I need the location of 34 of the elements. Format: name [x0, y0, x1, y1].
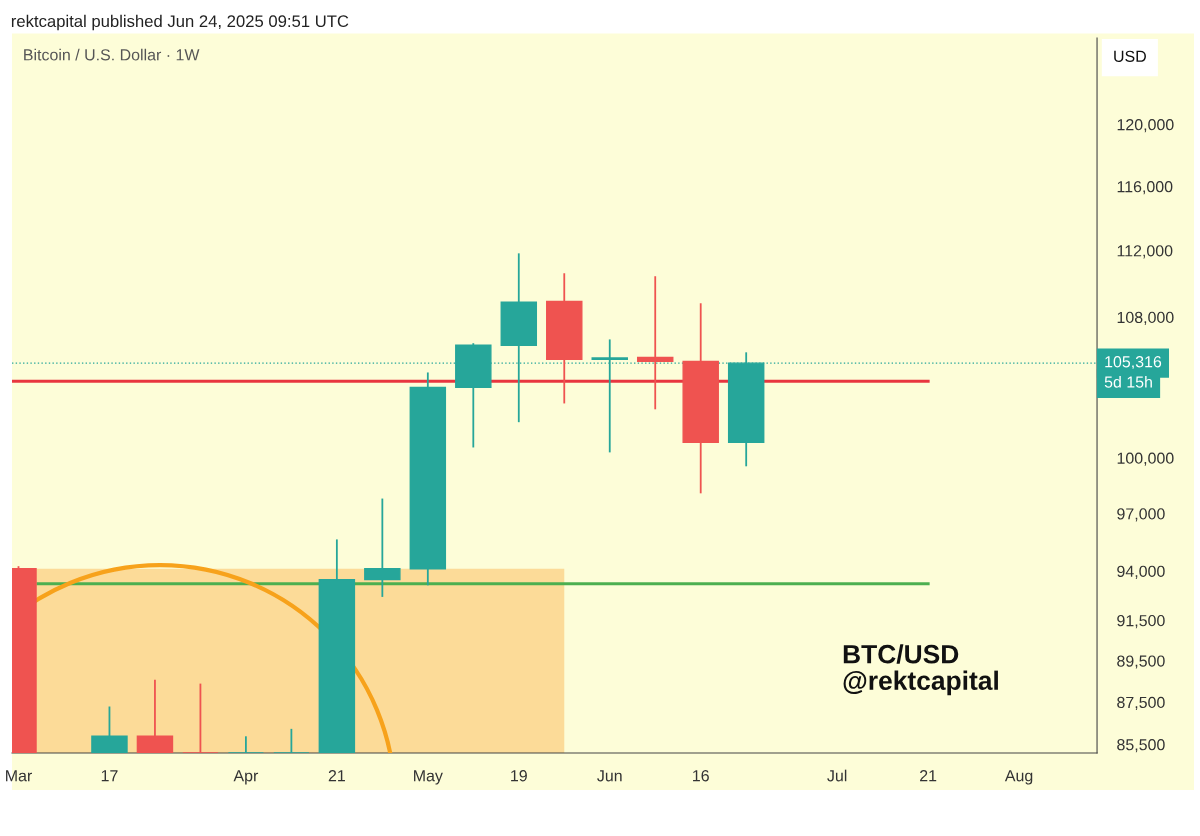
y-axis-title: USD [1114, 50, 1146, 62]
ref-line-label: 105,316 [1105, 356, 1162, 370]
y-tick-label: 85,500 [1117, 739, 1165, 753]
y-tick-label: 116,000 [1117, 181, 1173, 195]
annotation: BTC/USD [843, 644, 959, 664]
y-tick-label: 100,000 [1117, 452, 1174, 466]
x-tick-label: 21 [328, 770, 345, 782]
y-tick-label: 94,000 [1117, 565, 1165, 579]
x-tick-label: Aug [1004, 770, 1033, 785]
x-tick-label: May [414, 770, 443, 785]
y-tick-label: 120,000 [1117, 119, 1174, 133]
x-tick-label: 16 [693, 770, 709, 782]
y-tick-label: 87,500 [1117, 696, 1165, 710]
chart-subtitle: rektcapital published Jun 24, 2025 09:51 UTC [11, 14, 349, 31]
x-tick-label: 21 [920, 770, 937, 782]
text: 5d 15h [1104, 375, 1152, 388]
x-tick-label: Jul [827, 769, 847, 782]
x-tick-label: Apr [233, 770, 259, 785]
candlestick [636, 275, 674, 411]
candlestick [364, 497, 401, 598]
x-tick-label: 19 [511, 770, 527, 782]
candlestick [273, 727, 310, 753]
text: Bitcoin / U.S. Dollar · 1W [24, 48, 200, 61]
x-tick-label: Jun [597, 770, 622, 782]
y-tick-label: 97,000 [1117, 508, 1165, 522]
y-tick-label: 89,500 [1117, 655, 1165, 669]
x-tick-label: 17 [101, 770, 118, 782]
y-tick-label: 108,000 [1117, 311, 1174, 325]
candlestick [227, 735, 265, 753]
x-tick-label: Mar [6, 770, 32, 782]
candlestick [182, 682, 219, 753]
y-tick-label: 91,500 [1117, 614, 1165, 629]
annotation: @rektcapital [843, 670, 998, 696]
y-tick-label: 112,000 [1117, 245, 1173, 259]
